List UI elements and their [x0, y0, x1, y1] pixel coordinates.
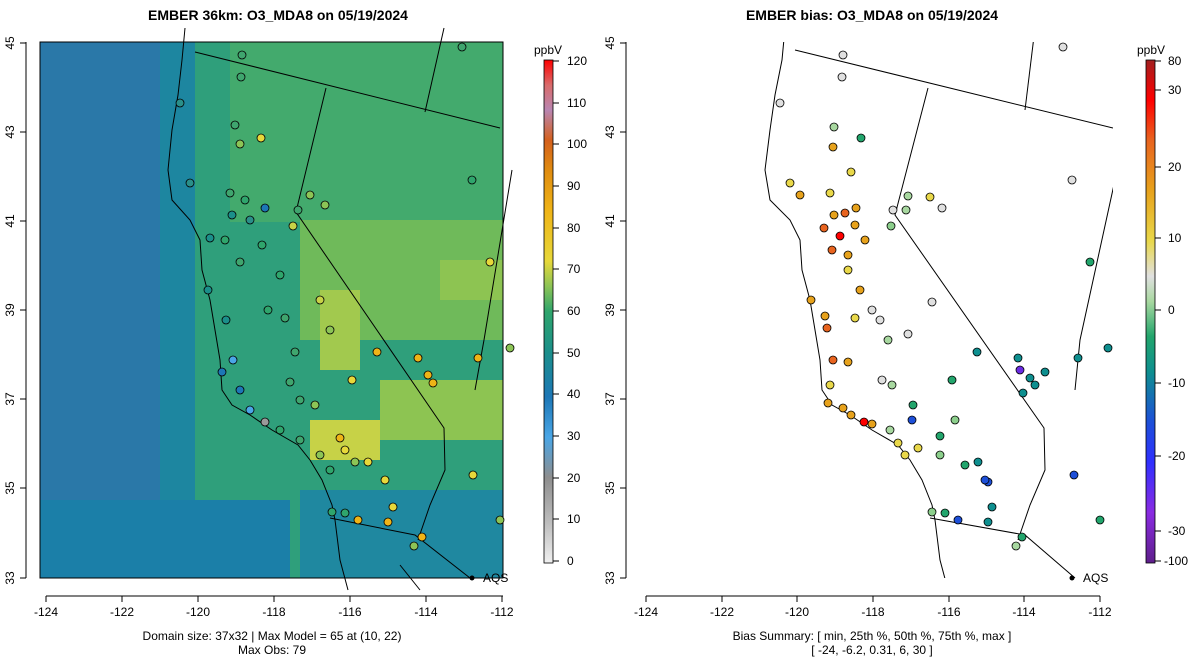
right-x-tick: -112	[1088, 605, 1111, 619]
aqs-label-left: AQS	[483, 571, 508, 585]
right-footer-line2: [ -24, -6.2, 0.31, 6, 30 ]	[811, 643, 932, 657]
left-title: EMBER 36km: O3_MDA8 on 05/19/2024	[148, 7, 408, 23]
left-cb-tick: 0	[567, 554, 574, 568]
right-cb-tick: 80	[1168, 54, 1182, 68]
left-cb-tick: 90	[567, 179, 581, 193]
right-cb-tick: -100	[1164, 554, 1188, 568]
right-y-axis: 33 35 37 39 41 43 45	[603, 36, 627, 585]
right-colorbar: ppbV 80 30 20 10 0 -10 -20 -30 -100	[1137, 43, 1188, 568]
right-cb-tick: -30	[1168, 524, 1186, 538]
right-map: AQS	[764, 42, 1113, 585]
right-y-tick: 37	[603, 392, 617, 406]
left-cb-tick: 100	[567, 137, 587, 151]
left-cb-tick: 70	[567, 262, 581, 276]
aqs-marker-left	[469, 575, 475, 581]
right-y-tick: 39	[603, 303, 617, 317]
left-y-tick: 37	[3, 392, 17, 406]
right-colorbar-unit: ppbV	[1137, 43, 1165, 57]
right-cb-tick: 0	[1168, 303, 1175, 317]
right-cb-tick: -10	[1168, 376, 1186, 390]
left-cb-tick: 80	[567, 221, 581, 235]
right-cb-tick: -20	[1168, 449, 1186, 463]
right-x-tick: -120	[785, 605, 809, 619]
aqs-marker-right	[1069, 575, 1075, 581]
right-title: EMBER bias: O3_MDA8 on 05/19/2024	[746, 7, 998, 23]
left-x-tick: -112	[490, 605, 513, 619]
left-cb-tick: 50	[567, 346, 581, 360]
left-cb-tick: 60	[567, 304, 581, 318]
left-y-tick: 41	[3, 214, 17, 228]
left-cb-tick: 20	[567, 471, 581, 485]
right-y-tick: 43	[603, 125, 617, 139]
right-y-tick: 45	[603, 36, 617, 50]
left-x-tick: -124	[34, 605, 58, 619]
right-y-tick: 41	[603, 214, 617, 228]
left-map: AQS	[39, 27, 515, 591]
right-cb-tick: 10	[1168, 231, 1182, 245]
right-y-tick: 35	[603, 481, 617, 495]
left-x-tick: -116	[338, 605, 361, 619]
left-y-tick: 45	[3, 36, 17, 50]
coastline-right	[764, 42, 1113, 578]
right-cb-tick: 20	[1168, 160, 1182, 174]
left-y-axis: 33 35 37 39 41 43 45	[3, 36, 27, 585]
right-x-tick: -116	[937, 605, 960, 619]
right-x-tick: -114	[1012, 605, 1035, 619]
left-colorbar: ppbV 120 110 100 90 80 70 60 50 40 30 20…	[534, 43, 587, 568]
left-x-tick: -122	[110, 605, 134, 619]
left-y-tick: 39	[3, 303, 17, 317]
left-cb-tick: 110	[567, 96, 586, 110]
left-cb-tick: 30	[567, 429, 581, 443]
left-cb-tick: 10	[567, 512, 581, 526]
bias-sites-right	[775, 42, 1113, 551]
left-x-tick: -120	[186, 605, 210, 619]
right-x-tick: -124	[634, 605, 658, 619]
right-x-axis: -124 -122 -120 -118 -116 -114 -112	[634, 595, 1112, 619]
left-x-axis: -124 -122 -120 -118 -116 -114 -112	[34, 595, 514, 619]
left-cb-tick: 40	[567, 387, 581, 401]
aqs-label-right: AQS	[1083, 571, 1108, 585]
obs-sites-left	[175, 42, 515, 551]
right-x-tick: -122	[710, 605, 734, 619]
left-x-tick: -118	[262, 605, 285, 619]
left-footer-line2: Max Obs: 79	[238, 643, 306, 657]
model-field	[40, 42, 503, 578]
left-cb-tick: 120	[567, 54, 587, 68]
left-x-tick: -114	[414, 605, 437, 619]
right-x-tick: -118	[861, 605, 884, 619]
left-y-tick: 33	[3, 571, 17, 585]
left-y-tick: 35	[3, 481, 17, 495]
right-footer-line1: Bias Summary: [ min, 25th %, 50th %, 75t…	[733, 629, 1012, 643]
coastline-left	[167, 27, 513, 591]
left-y-tick: 43	[3, 125, 17, 139]
right-y-tick: 33	[603, 571, 617, 585]
right-cb-tick: 30	[1168, 83, 1182, 97]
left-colorbar-unit: ppbV	[534, 43, 562, 57]
left-footer-line1: Domain size: 37x32 | Max Model = 65 at (…	[143, 629, 402, 643]
